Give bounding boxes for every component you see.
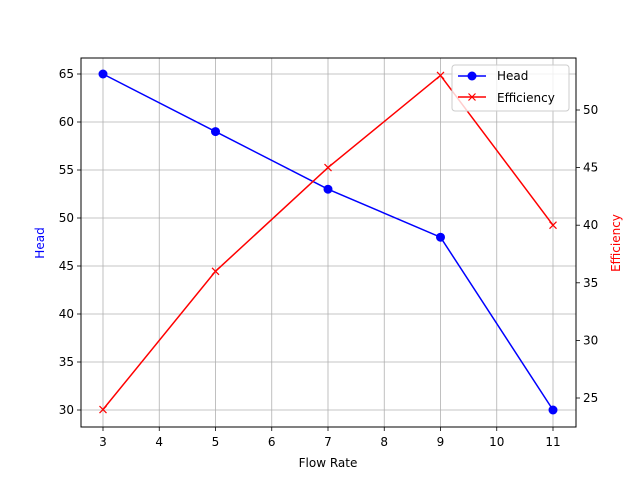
- y-tick-label: 40: [59, 307, 74, 321]
- legend-item-efficiency: Efficiency: [458, 91, 555, 105]
- y-tick-label: 45: [59, 259, 74, 273]
- x-tick-label: 8: [380, 435, 388, 449]
- circle-marker-icon: [467, 71, 477, 81]
- data-point-marker: [98, 69, 108, 79]
- data-point-marker: [211, 267, 220, 276]
- x-tick-label: 10: [489, 435, 504, 449]
- legend: Head Efficiency: [451, 64, 570, 112]
- y2-tick-label: 45: [583, 161, 598, 175]
- x-axis-ticks: 3 4 5 6 7 8 9 10 11: [99, 427, 561, 449]
- y2-tick-label: 35: [583, 276, 598, 290]
- x-tick-label: 3: [99, 435, 107, 449]
- x-tick-label: 11: [545, 435, 560, 449]
- y2-tick-label: 50: [583, 103, 598, 117]
- data-point-marker: [436, 232, 445, 242]
- x-tick-label: 4: [155, 435, 163, 449]
- data-point-marker: [211, 127, 220, 137]
- y2-axis-ticks: 25 30 35 40 45 50: [576, 103, 598, 405]
- x-tick-label: 9: [437, 435, 445, 449]
- y-tick-label: 55: [59, 163, 74, 177]
- legend-label-efficiency: Efficiency: [497, 91, 555, 105]
- data-point-marker: [99, 405, 107, 414]
- y-tick-label: 60: [59, 115, 74, 129]
- y-tick-label: 30: [59, 403, 74, 417]
- legend-label-head: Head: [497, 69, 528, 83]
- y-tick-label: 35: [59, 355, 74, 369]
- series-layer: [98, 69, 558, 415]
- x-tick-label: 5: [212, 435, 220, 449]
- data-point-marker: [548, 405, 558, 415]
- data-point-marker: [436, 71, 445, 80]
- data-point-marker: [324, 163, 332, 172]
- y-axis-ticks: 30 35 40 45 50 55 60 65: [59, 67, 81, 417]
- y-axis-label: Head: [33, 227, 47, 258]
- data-point-marker: [323, 184, 333, 194]
- y2-tick-label: 25: [583, 391, 598, 405]
- y2-tick-label: 30: [583, 333, 598, 347]
- x-marker-icon: [468, 93, 476, 101]
- x-axis-label: Flow Rate: [299, 456, 358, 470]
- data-point-marker: [549, 221, 557, 230]
- grid-lines: [81, 58, 576, 427]
- y2-tick-label: 40: [583, 218, 598, 232]
- y-tick-label: 50: [59, 211, 74, 225]
- x-tick-label: 6: [268, 435, 276, 449]
- y2-axis-label: Efficiency: [609, 214, 623, 272]
- x-tick-label: 7: [324, 435, 332, 449]
- y-tick-label: 65: [59, 67, 74, 81]
- plot-area-frame: [80, 57, 577, 428]
- legend-item-head: Head: [458, 69, 528, 83]
